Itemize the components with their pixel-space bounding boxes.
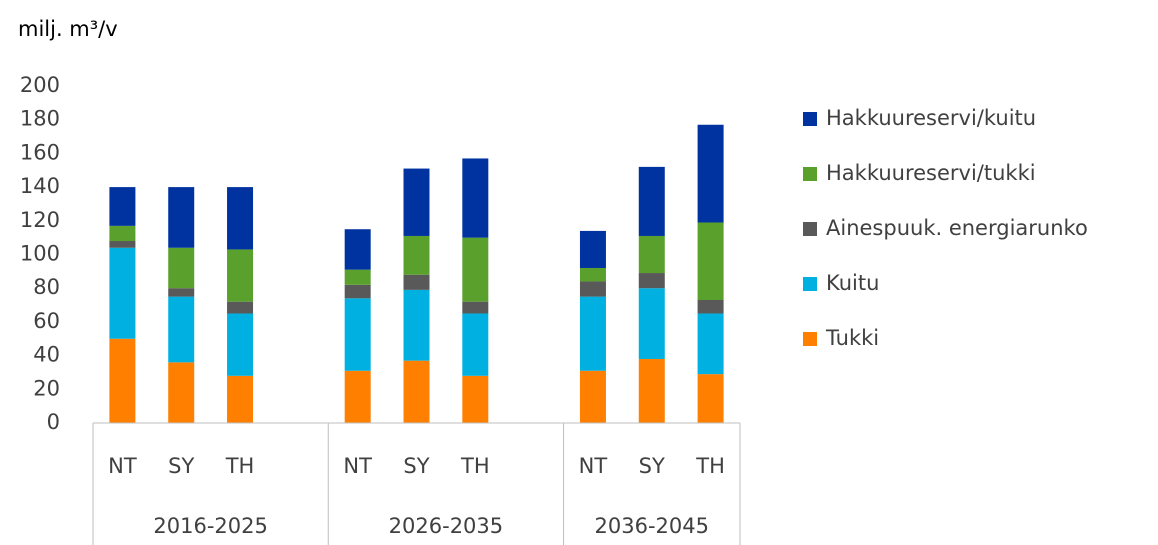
legend-swatch bbox=[803, 332, 817, 346]
y-tick-label: 60 bbox=[33, 309, 60, 333]
bar-segment bbox=[344, 370, 371, 423]
y-tick-label: 200 bbox=[20, 73, 60, 97]
legend-label: Kuitu bbox=[826, 271, 879, 295]
bar-segment bbox=[344, 229, 371, 270]
x-tick-label: NT bbox=[343, 454, 372, 478]
y-tick-label: 120 bbox=[20, 208, 60, 232]
legend-swatch bbox=[803, 167, 817, 181]
bar-segment bbox=[227, 301, 254, 314]
bar-segment bbox=[462, 301, 489, 314]
bar-segment bbox=[697, 313, 724, 375]
bar-segment bbox=[579, 230, 606, 268]
x-tick-label: SY bbox=[403, 454, 429, 478]
x-tick-label: NT bbox=[108, 454, 137, 478]
x-tick-label: TH bbox=[225, 454, 255, 478]
legend-swatch bbox=[803, 222, 817, 236]
bar-segment bbox=[579, 370, 606, 423]
bar-segment bbox=[109, 225, 136, 242]
bar-segment bbox=[638, 288, 665, 359]
y-tick-label: 0 bbox=[47, 410, 60, 434]
group-label: 2016-2025 bbox=[153, 514, 267, 538]
legend-label: Ainespuuk. energiarunko bbox=[826, 216, 1088, 240]
x-tick-label: TH bbox=[460, 454, 490, 478]
bar-segment bbox=[462, 313, 489, 376]
y-tick-label: 80 bbox=[33, 275, 60, 299]
legend-swatch bbox=[803, 112, 817, 126]
bar-segment bbox=[579, 267, 606, 282]
bar-segment bbox=[462, 375, 489, 423]
y-tick-label: 40 bbox=[33, 343, 60, 367]
bar-segment bbox=[227, 187, 254, 250]
bar-segment bbox=[168, 296, 195, 363]
legend-label: Hakkuureservi/tukki bbox=[826, 161, 1036, 185]
bar-segment bbox=[109, 338, 136, 423]
chart-title: milj. m³/v bbox=[18, 17, 118, 41]
bar-segment bbox=[109, 187, 136, 226]
bar-segment bbox=[638, 166, 665, 236]
bar-segment bbox=[168, 288, 195, 297]
bar-segment bbox=[697, 222, 724, 300]
legend-label: Tukki bbox=[825, 326, 879, 350]
bar-segment bbox=[579, 296, 606, 371]
bar-segment bbox=[403, 235, 430, 275]
y-tick-label: 160 bbox=[20, 140, 60, 164]
bar-segment bbox=[638, 358, 665, 423]
bar-segment bbox=[638, 235, 665, 274]
bar-segment bbox=[168, 362, 195, 423]
x-tick-label: SY bbox=[168, 454, 194, 478]
y-tick-label: 180 bbox=[20, 107, 60, 131]
bar-segment bbox=[697, 299, 724, 314]
bar-segment bbox=[462, 237, 489, 302]
bar-segment bbox=[579, 281, 606, 297]
group-label: 2036-2045 bbox=[595, 514, 709, 538]
x-tick-label: SY bbox=[639, 454, 665, 478]
bar-segment bbox=[227, 375, 254, 423]
group-label: 2026-2035 bbox=[389, 514, 503, 538]
bar-segment bbox=[344, 298, 371, 371]
bar-segment bbox=[697, 124, 724, 223]
y-tick-label: 20 bbox=[33, 376, 60, 400]
bar-segment bbox=[109, 247, 136, 339]
y-tick-label: 100 bbox=[20, 242, 60, 266]
x-tick-label: NT bbox=[579, 454, 608, 478]
y-tick-label: 140 bbox=[20, 174, 60, 198]
bar-segment bbox=[697, 374, 724, 423]
bar-segment bbox=[344, 284, 371, 299]
bar-segment bbox=[462, 158, 489, 238]
bar-segment bbox=[403, 274, 430, 290]
bar-segment bbox=[344, 269, 371, 285]
legend-label: Hakkuureservi/kuitu bbox=[826, 106, 1036, 130]
bar-segment bbox=[403, 168, 430, 236]
bar-segment bbox=[638, 273, 665, 289]
bar-segment bbox=[168, 247, 195, 289]
bar-segment bbox=[227, 313, 254, 376]
bar-segment bbox=[403, 289, 430, 361]
bar-segment bbox=[227, 249, 254, 302]
x-tick-label: TH bbox=[695, 454, 725, 478]
bar-segment bbox=[168, 187, 195, 248]
bar-segment bbox=[403, 360, 430, 423]
bar-segment bbox=[109, 241, 136, 248]
legend-swatch bbox=[803, 277, 817, 291]
